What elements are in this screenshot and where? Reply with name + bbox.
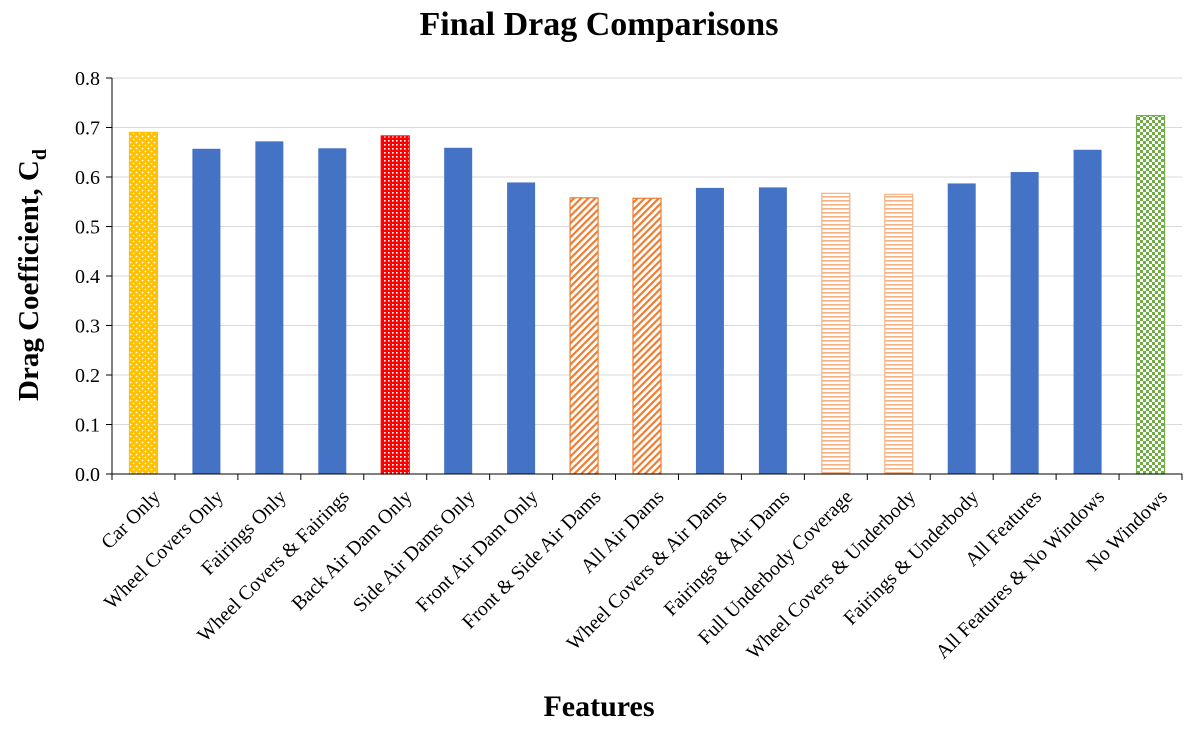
bar [822, 193, 850, 474]
bar [948, 183, 976, 474]
bar [759, 187, 787, 474]
y-tick-label: 0.0 [75, 464, 100, 486]
bar [507, 182, 535, 474]
bar [1137, 116, 1165, 474]
x-tick-label: Wheel Covers Only [100, 486, 228, 614]
bar [696, 188, 724, 474]
y-axis-title-subscript: d [29, 149, 51, 160]
bar [633, 198, 661, 474]
x-axis-title: Features [0, 690, 1198, 724]
x-tick-label: Side Air Dams Only [349, 486, 480, 617]
bar [255, 141, 283, 474]
bar [318, 148, 346, 474]
y-axis-title-text: Drag Coefficient, C [13, 160, 45, 401]
bars [129, 116, 1164, 474]
y-tick-label: 0.1 [75, 415, 100, 437]
y-axis-title: Drag Coefficient, Cd [13, 149, 51, 401]
x-tick-label: Back Air Dam Only [288, 486, 417, 615]
y-tick-label: 0.6 [75, 167, 100, 189]
y-tick-label: 0.7 [75, 118, 100, 140]
bar [885, 194, 913, 474]
bar [1011, 172, 1039, 474]
bar [570, 198, 598, 474]
y-tick-labels: 0.0 0.1 0.2 0.3 0.4 0.5 0.6 0.7 0.8 [75, 68, 100, 486]
bar [1074, 150, 1102, 474]
y-tick-label: 0.3 [75, 316, 100, 338]
y-tick-label: 0.8 [75, 68, 100, 90]
bar [444, 148, 472, 474]
bar [192, 149, 220, 474]
x-tick-label: Front Air Dam Only [412, 486, 543, 617]
y-tick-label: 0.5 [75, 217, 100, 239]
y-tick-label: 0.4 [75, 266, 100, 288]
bar [381, 136, 409, 474]
y-tick-label: 0.2 [75, 365, 100, 387]
bar [129, 132, 157, 474]
